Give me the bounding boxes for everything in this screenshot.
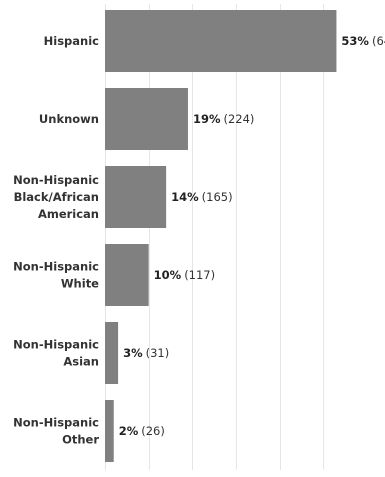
bar xyxy=(105,88,188,150)
category-label: Hispanic xyxy=(44,34,100,48)
category-label: Non-Hispanic Black/African American xyxy=(13,173,99,221)
category-label: Non-Hispanic Asian xyxy=(13,338,99,369)
grid-lines xyxy=(105,4,324,470)
data-label: 14% (165) xyxy=(171,190,232,204)
bar xyxy=(105,244,149,306)
value-labels: 53%(645) 19%(224) 14%(165) 10%(117) 3%(31) 2%… xyxy=(119,34,385,438)
bar xyxy=(105,322,119,384)
category-labels: Hispanic Unknown Non-Hispanic Black/African… xyxy=(13,34,99,447)
bar xyxy=(105,166,167,228)
category-label: Non-Hispanic Other xyxy=(13,416,99,447)
data-label: 3% (31) xyxy=(123,346,169,360)
bar xyxy=(105,10,337,72)
category-label: Unknown xyxy=(39,112,99,126)
bars xyxy=(105,10,337,462)
bar xyxy=(105,400,114,462)
data-label: 10% (117) xyxy=(154,268,215,282)
data-label: 2% (26) xyxy=(119,424,165,438)
data-label: 19% (224) xyxy=(193,112,254,126)
category-label: Non-Hispanic White xyxy=(13,260,99,291)
data-label: 53%(645) xyxy=(341,34,385,48)
